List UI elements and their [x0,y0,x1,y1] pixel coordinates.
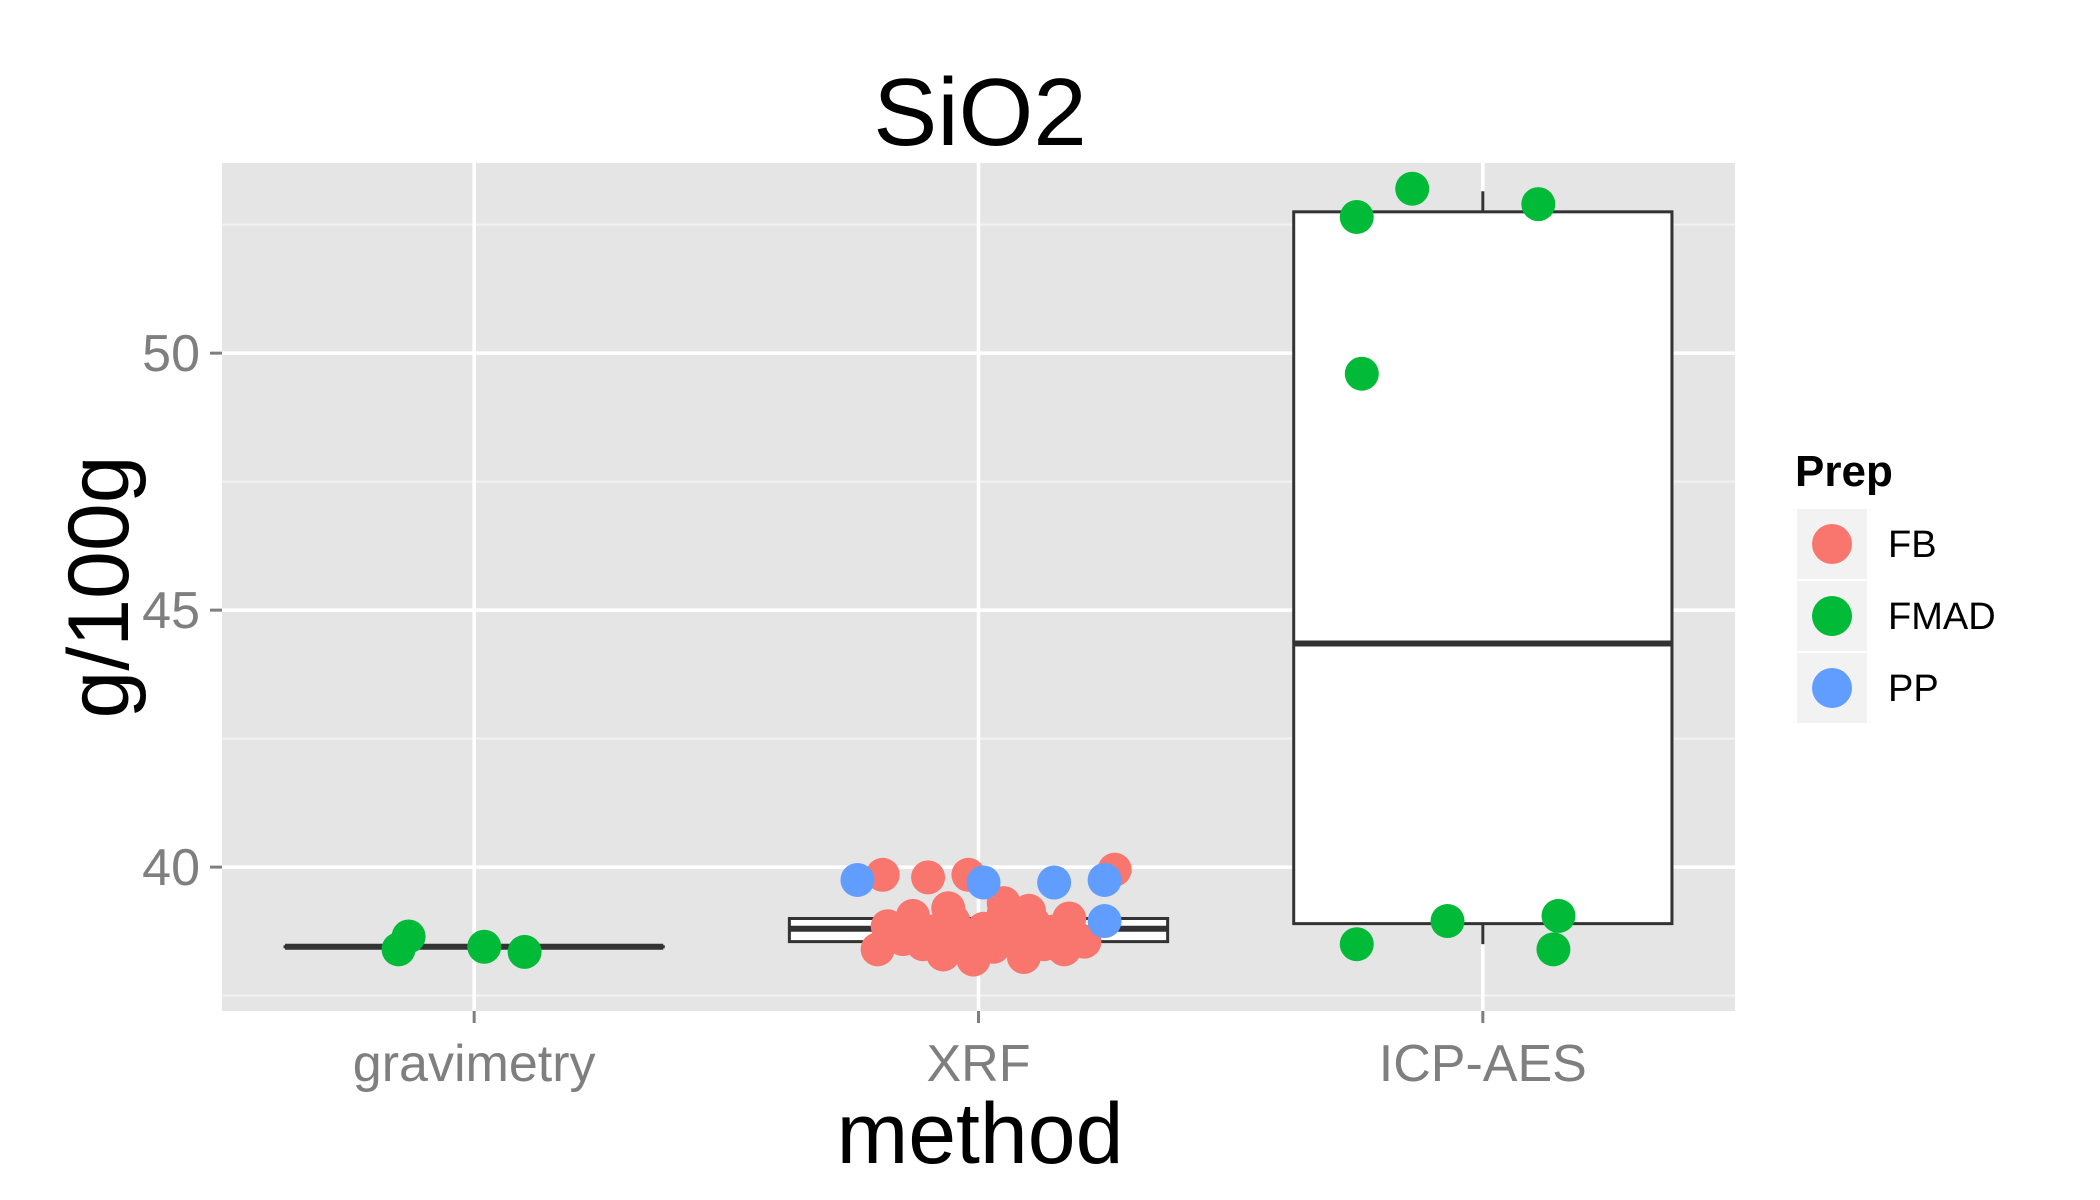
point-PP [966,865,1001,900]
point-PP [840,862,875,897]
axis-ticks [210,351,1485,1023]
point-FMAD [1339,927,1374,962]
point-PP [1087,904,1122,939]
x-tick-labels: gravimetry XRF ICP-AES [353,1035,1587,1093]
point-FB [1011,893,1046,928]
point-FMAD [1541,898,1576,933]
box-ICP-AES [1292,191,1674,945]
data-points [381,171,1576,977]
legend-label: FMAD [1888,596,1996,638]
chart-title: SiO2 [873,59,1086,166]
point-FB [931,891,966,926]
point-FB [865,857,900,892]
legend-entry-PP: PP [1797,653,1939,723]
legend-swatch [1812,596,1852,636]
point-FMAD [1521,187,1556,222]
x-tick-label: XRF [927,1035,1031,1093]
legend-entry-FMAD: FMAD [1797,581,1996,651]
legend-swatch [1812,524,1852,564]
legend-label: PP [1888,668,1939,710]
y-tick-labels: 40 45 50 [142,325,200,897]
y-tick-label: 45 [142,582,200,640]
point-FB [911,860,946,895]
legend-entry-FB: FB [1797,509,1937,579]
point-FMAD [507,934,542,969]
legend-entries: FB FMAD PP [1797,509,1996,723]
point-FMAD [467,929,502,964]
legend-label: FB [1888,524,1937,566]
x-tick-label: ICP-AES [1379,1035,1587,1093]
x-tick-label: gravimetry [353,1035,596,1093]
x-axis-title: method [837,1086,1124,1182]
point-FB [1052,901,1087,936]
box-body [1292,210,1674,926]
point-FMAD [1430,904,1465,939]
point-FMAD [1395,171,1430,206]
point-PP [1087,862,1122,897]
point-FMAD [1536,932,1571,967]
point-FMAD [1344,356,1379,391]
y-axis-title: g/100g [51,455,147,718]
y-tick-label: 40 [142,839,200,897]
legend-title: Prep [1795,447,1893,496]
point-PP [1037,865,1072,900]
y-tick-label: 50 [142,325,200,383]
legend-swatch [1812,668,1852,708]
point-FMAD [1339,199,1374,234]
legend: Prep FB FMAD PP [1795,447,1996,723]
point-FMAD [391,919,426,954]
